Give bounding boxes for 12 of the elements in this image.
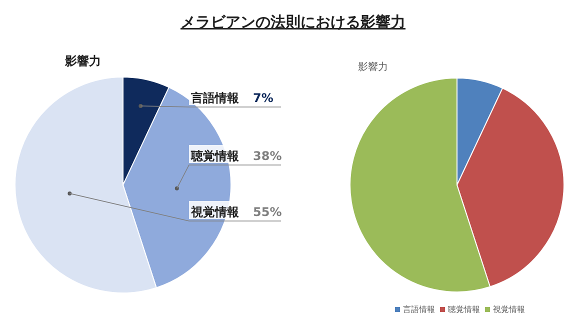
chart-title: 影響力 bbox=[358, 61, 388, 73]
legend-label: 視覚情報 bbox=[493, 305, 525, 314]
slice-label: 視覚情報 bbox=[190, 205, 240, 219]
legend-label: 聴覚情報 bbox=[448, 305, 480, 314]
slice-label: 聴覚情報 bbox=[190, 149, 240, 163]
data-label: 55% bbox=[253, 205, 282, 219]
data-label: 38% bbox=[253, 149, 282, 163]
data-label: 7% bbox=[253, 91, 274, 105]
slice-label: 言語情報 bbox=[190, 91, 240, 105]
chart-title: メラビアンの法則における影響力 bbox=[180, 13, 406, 31]
legend-label: 言語情報 bbox=[403, 305, 435, 314]
chart-subtitle: 影響力 bbox=[64, 54, 101, 68]
